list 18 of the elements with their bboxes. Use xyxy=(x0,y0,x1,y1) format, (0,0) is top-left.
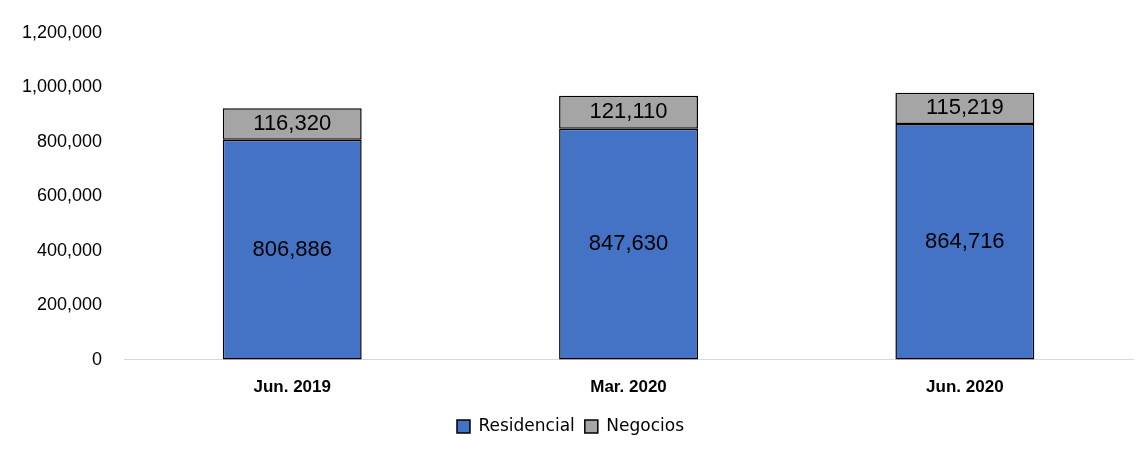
x-tick-label: Mar. 2020 xyxy=(590,377,667,397)
y-tick-label: 600,000 xyxy=(37,185,103,206)
y-tick-label: 200,000 xyxy=(37,294,103,315)
x-tick-label: Jun. 2020 xyxy=(926,377,1004,397)
x-tick-label: Jun. 2019 xyxy=(253,377,331,397)
data-label: 864,716 xyxy=(925,227,1005,253)
y-tick-label: 800,000 xyxy=(37,130,103,151)
y-tick-label: 400,000 xyxy=(37,239,103,260)
data-label: 116,320 xyxy=(253,110,332,136)
data-label: 806,886 xyxy=(252,235,332,261)
y-tick-label: 1,200,000 xyxy=(22,21,103,42)
legend-label: Negocios xyxy=(606,414,685,435)
legend-label: Residencial xyxy=(478,414,575,435)
y-tick-label: 0 xyxy=(92,348,103,369)
y-tick-label: 1,000,000 xyxy=(22,76,103,97)
data-label: 121,110 xyxy=(589,98,668,124)
data-label: 847,630 xyxy=(588,230,669,256)
data-label: 115,219 xyxy=(925,94,1004,120)
